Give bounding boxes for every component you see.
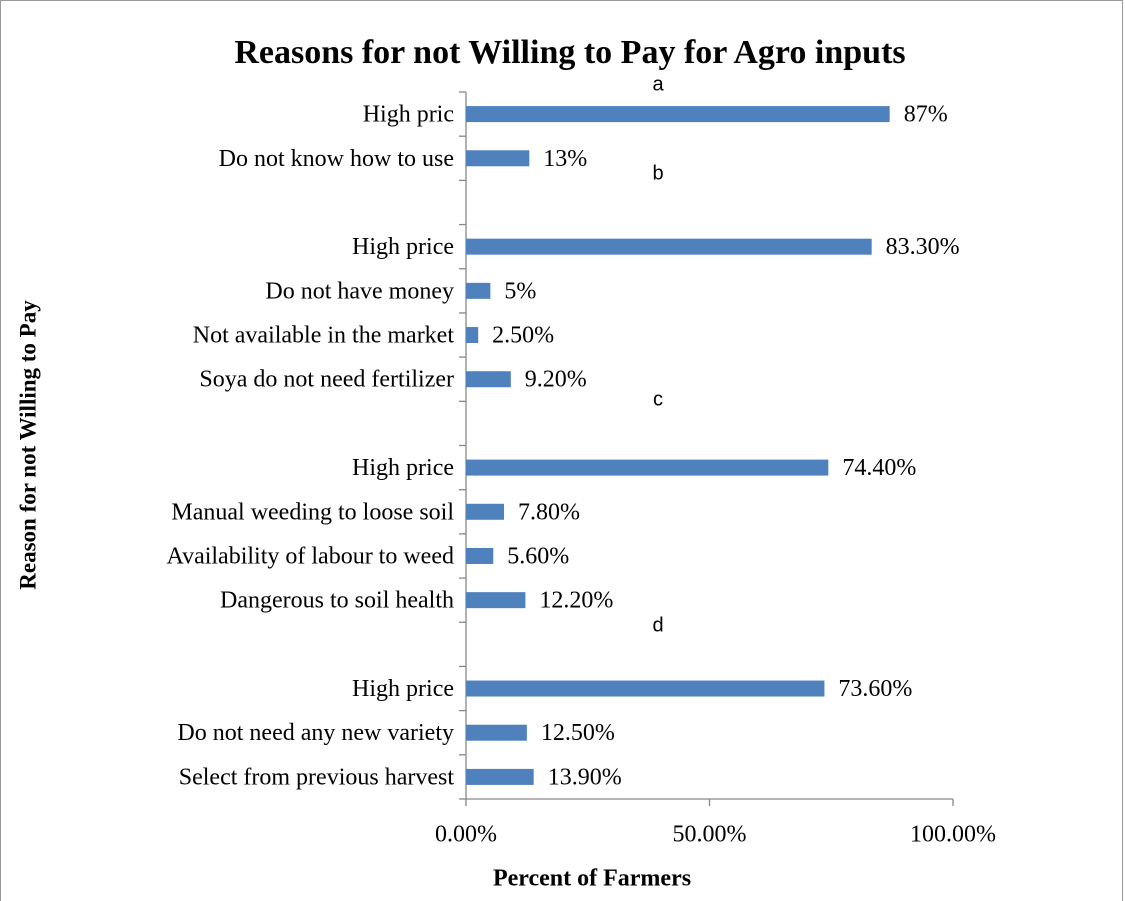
y-axis-label: Reason for not Willing to Pay bbox=[15, 300, 40, 590]
bar bbox=[466, 106, 890, 123]
bar bbox=[466, 547, 494, 564]
y-tick-label: Select from previous harvest bbox=[179, 764, 455, 790]
annotation: b bbox=[652, 162, 663, 184]
bar bbox=[466, 150, 530, 167]
data-label: 83.30% bbox=[886, 234, 960, 260]
x-tick-label: 100.00% bbox=[910, 822, 996, 848]
bar bbox=[466, 459, 829, 476]
data-label: 13.90% bbox=[548, 764, 622, 790]
bar bbox=[466, 768, 534, 785]
y-tick-label: Dangerous to soil health bbox=[220, 588, 454, 614]
y-tick-label: Do not have money bbox=[265, 278, 454, 304]
bar bbox=[466, 371, 511, 388]
y-tick-label: High price bbox=[352, 676, 454, 702]
data-label: 5% bbox=[504, 278, 536, 304]
y-tick-label: Do not know how to use bbox=[219, 146, 454, 172]
annotation: a bbox=[652, 73, 664, 95]
data-label: 9.20% bbox=[525, 367, 587, 393]
annotation: d bbox=[652, 614, 663, 636]
bar bbox=[466, 680, 825, 697]
data-label: 13% bbox=[543, 146, 587, 172]
data-label: 12.50% bbox=[541, 720, 615, 746]
y-tick-label: High price bbox=[352, 455, 454, 481]
data-label: 87% bbox=[904, 102, 948, 128]
chart-title: Reasons for not Willing to Pay for Agro … bbox=[234, 34, 905, 71]
bar bbox=[466, 282, 491, 299]
y-tick-label: Soya do not need fertilizer bbox=[199, 367, 454, 393]
data-label: 74.40% bbox=[842, 455, 916, 481]
y-tick-label: Not available in the market bbox=[193, 323, 455, 349]
data-label: 12.20% bbox=[539, 588, 613, 614]
annotation: c bbox=[653, 388, 663, 410]
x-axis-label: Percent of Farmers bbox=[493, 866, 691, 892]
bar bbox=[466, 327, 479, 344]
bar bbox=[466, 724, 527, 741]
data-label: 73.60% bbox=[838, 676, 912, 702]
data-label: 2.50% bbox=[492, 323, 554, 349]
data-label: 7.80% bbox=[518, 499, 580, 525]
y-tick-label: Availability of labour to weed bbox=[167, 543, 454, 569]
y-tick-label: High price bbox=[352, 234, 454, 260]
x-tick-label: 50.00% bbox=[673, 822, 747, 848]
data-label: 5.60% bbox=[507, 543, 569, 569]
x-tick-label: 0.00% bbox=[435, 822, 497, 848]
bar bbox=[466, 238, 872, 255]
bar bbox=[466, 592, 526, 609]
y-tick-label: High pric bbox=[363, 102, 454, 128]
y-tick-label: Do not need any new variety bbox=[177, 720, 454, 746]
y-tick-label: Manual weeding to loose soil bbox=[171, 499, 454, 525]
bar bbox=[466, 503, 504, 520]
